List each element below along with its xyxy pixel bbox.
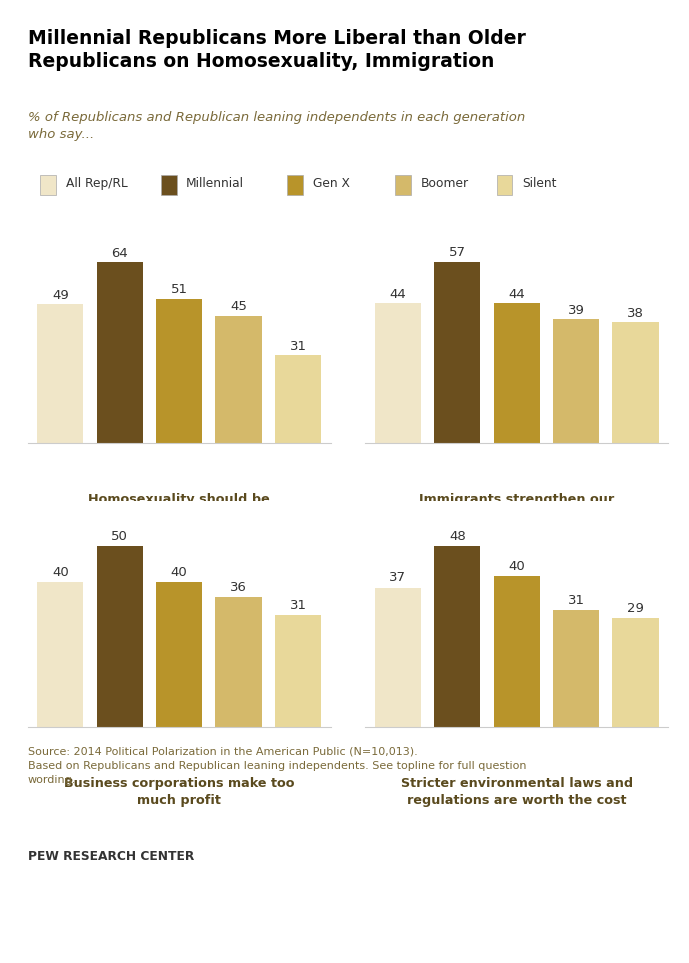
Bar [553,319,599,443]
Text: 31: 31 [289,340,307,353]
Text: Millennial Republicans More Liberal than Older
Republicans on Homosexuality, Imm: Millennial Republicans More Liberal than… [28,29,526,70]
Bar [275,614,321,727]
Text: 40: 40 [171,566,187,580]
Text: 38: 38 [627,307,644,320]
Bar [613,617,659,727]
Bar [553,611,599,727]
Text: 39: 39 [568,303,585,317]
Text: 37: 37 [389,571,407,585]
Text: Business corporations make too
much profit: Business corporations make too much prof… [64,777,294,807]
Bar [96,262,143,443]
Bar [493,576,540,727]
Bar [37,583,83,727]
Text: 49: 49 [52,289,69,302]
Bar [434,262,480,443]
Bar [375,303,421,443]
Text: % of Republicans and Republican leaning independents in each generation
who say.: % of Republicans and Republican leaning … [28,111,525,141]
Text: 48: 48 [449,530,466,543]
Text: 45: 45 [230,300,247,313]
Bar [493,303,540,443]
Text: 50: 50 [111,530,128,543]
Bar [37,304,83,443]
Bar [434,546,480,727]
FancyBboxPatch shape [40,174,56,195]
Text: 36: 36 [230,581,247,594]
Text: 64: 64 [112,247,128,260]
Bar [96,546,143,727]
Text: PEW RESEARCH CENTER: PEW RESEARCH CENTER [28,850,194,863]
Bar [156,299,203,443]
Text: Stricter environmental laws and
regulations are worth the cost: Stricter environmental laws and regulati… [401,777,633,807]
Bar [216,316,262,443]
Text: 40: 40 [508,560,525,573]
Text: 31: 31 [289,599,307,612]
Text: Silent: Silent [522,177,557,191]
FancyBboxPatch shape [395,174,411,195]
Bar [216,597,262,727]
Text: Boomer: Boomer [420,177,469,191]
Text: All Rep/RL: All Rep/RL [65,177,127,191]
Text: Immigrants strengthen our
country: Immigrants strengthen our country [419,493,615,523]
Text: 44: 44 [508,288,525,300]
Text: Source: 2014 Political Polarization in the American Public (N=10,013).
Based on : Source: 2014 Political Polarization in t… [28,746,526,785]
Text: 31: 31 [568,594,585,607]
Bar [275,355,321,443]
FancyBboxPatch shape [497,174,513,195]
Text: 29: 29 [627,602,644,614]
Text: 51: 51 [171,283,187,297]
Text: Millennial: Millennial [186,177,244,191]
Text: Gen X: Gen X [313,177,350,191]
Text: 40: 40 [52,566,69,580]
Text: 57: 57 [449,247,466,259]
Text: Homosexuality should be
accepted by society: Homosexuality should be accepted by soci… [88,493,270,523]
Text: 44: 44 [389,288,407,300]
Bar [375,587,421,727]
FancyBboxPatch shape [287,174,303,195]
FancyBboxPatch shape [161,174,176,195]
Bar [613,323,659,443]
Bar [156,583,203,727]
